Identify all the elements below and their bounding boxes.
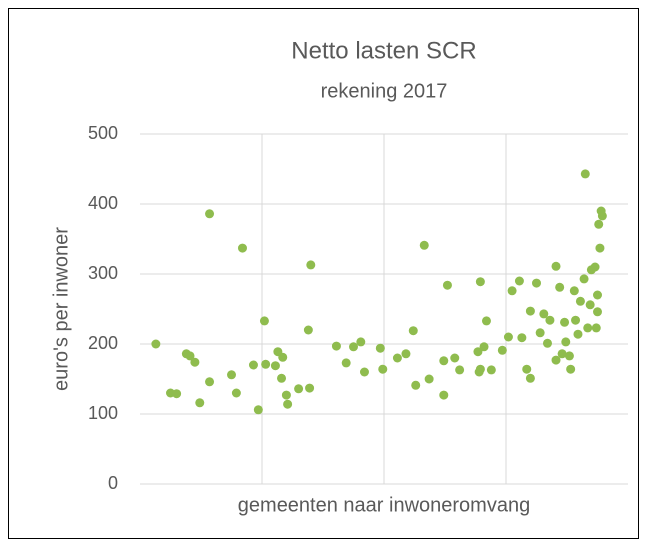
- point: [227, 370, 236, 380]
- point: [497, 345, 507, 355]
- point: [564, 351, 574, 361]
- point: [237, 243, 247, 253]
- point: [281, 390, 291, 400]
- point: [542, 338, 552, 348]
- y-tick-label: 0: [108, 473, 118, 493]
- point: [195, 398, 205, 408]
- point: [151, 339, 161, 349]
- point: [551, 261, 561, 271]
- point: [514, 276, 524, 286]
- point: [486, 365, 496, 375]
- point: [172, 389, 182, 399]
- point: [305, 383, 315, 393]
- point: [331, 341, 341, 351]
- point: [566, 364, 576, 374]
- y-tick-label: 400: [88, 193, 118, 213]
- y-axis-label: euro's per inwoner: [50, 227, 72, 391]
- point: [545, 315, 555, 325]
- chart-title: Netto lasten SCR: [291, 37, 476, 64]
- point: [185, 351, 195, 361]
- chart-subtitle: rekening 2017: [321, 80, 448, 102]
- point: [522, 364, 532, 374]
- point: [517, 333, 527, 343]
- point: [481, 316, 491, 326]
- point: [475, 364, 485, 374]
- point: [569, 286, 579, 296]
- point: [253, 405, 263, 415]
- point: [283, 399, 293, 409]
- y-tick-label: 100: [88, 403, 118, 423]
- point: [231, 388, 241, 398]
- point: [575, 296, 585, 306]
- point: [580, 169, 590, 179]
- point: [401, 349, 411, 359]
- x-axis-label: gemeenten naar inwoneromvang: [238, 494, 530, 516]
- point: [557, 349, 567, 359]
- point: [378, 364, 388, 374]
- point: [442, 280, 452, 290]
- point: [479, 342, 489, 352]
- point: [408, 326, 418, 336]
- point: [277, 373, 287, 383]
- point: [503, 332, 513, 342]
- point: [341, 358, 351, 368]
- point: [561, 337, 571, 347]
- point: [579, 274, 589, 284]
- point: [597, 211, 607, 221]
- point: [555, 282, 565, 292]
- point: [475, 277, 485, 287]
- point: [190, 357, 200, 367]
- point: [560, 317, 570, 327]
- point: [356, 337, 366, 347]
- point: [507, 286, 517, 296]
- y-tick-label: 300: [88, 263, 118, 283]
- point: [590, 262, 600, 272]
- point: [419, 240, 429, 250]
- point: [205, 209, 215, 219]
- point: [532, 278, 541, 288]
- point: [450, 353, 460, 363]
- point: [303, 325, 313, 335]
- y-tick-label: 200: [88, 333, 118, 353]
- point: [585, 300, 595, 310]
- point: [595, 243, 605, 253]
- point: [551, 355, 561, 365]
- point: [539, 309, 549, 319]
- y-tick-label: 500: [88, 123, 118, 143]
- point: [573, 329, 583, 339]
- point: [306, 260, 316, 270]
- point: [392, 353, 402, 363]
- point: [248, 360, 258, 370]
- point: [278, 352, 288, 362]
- point: [535, 328, 545, 338]
- point: [411, 380, 421, 390]
- point: [571, 315, 581, 325]
- point: [424, 374, 434, 384]
- point: [593, 290, 602, 300]
- point: [349, 342, 358, 352]
- point: [583, 323, 593, 333]
- point: [455, 365, 465, 375]
- point: [294, 384, 304, 394]
- point: [259, 316, 269, 326]
- point: [439, 390, 449, 400]
- point: [594, 219, 604, 229]
- point: [439, 356, 449, 366]
- point: [591, 323, 601, 333]
- point: [473, 347, 483, 357]
- point: [270, 361, 280, 371]
- point: [525, 306, 535, 316]
- point: [359, 367, 369, 377]
- point: [375, 343, 385, 353]
- point: [525, 373, 535, 383]
- point: [593, 307, 602, 317]
- point: [261, 359, 271, 369]
- point: [205, 377, 215, 387]
